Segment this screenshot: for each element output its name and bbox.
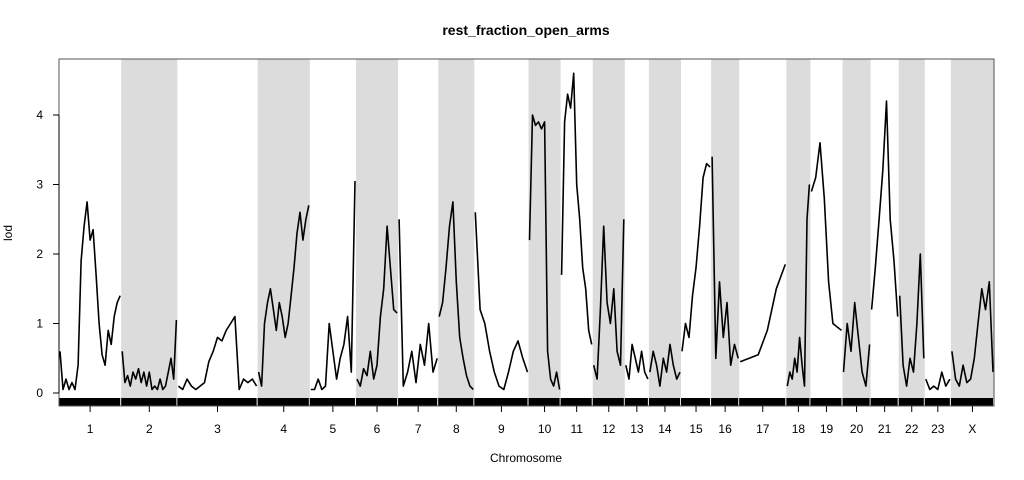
chromosome-bands bbox=[121, 59, 994, 406]
marker-rug bbox=[59, 398, 993, 406]
x-tick-label-chr-8: 8 bbox=[453, 422, 460, 436]
lod-curve-chr-11 bbox=[560, 72, 593, 345]
x-tick-label-chr-19: 19 bbox=[820, 422, 834, 436]
lod-curve-chr-16 bbox=[711, 156, 739, 367]
rug-chr-X bbox=[950, 398, 993, 406]
rug-chr-10 bbox=[528, 398, 560, 406]
lod-curve-chr-1 bbox=[59, 201, 121, 391]
x-tick-label-chr-1: 1 bbox=[87, 422, 94, 436]
rug-chr-9 bbox=[474, 398, 528, 406]
rug-chr-4 bbox=[257, 398, 309, 406]
x-tick-label-chr-X: X bbox=[968, 422, 976, 436]
rug-chr-15 bbox=[680, 398, 711, 406]
x-tick-label-chr-4: 4 bbox=[280, 422, 287, 436]
lod-curve-chr-14 bbox=[649, 343, 681, 387]
lod-curves bbox=[59, 72, 994, 391]
rug-chr-18 bbox=[786, 398, 810, 406]
y-tick-label-2: 2 bbox=[36, 247, 43, 261]
x-tick-label-chr-17: 17 bbox=[756, 422, 770, 436]
rug-chr-2 bbox=[121, 398, 177, 406]
chart-title: rest_fraction_open_arms bbox=[442, 22, 610, 38]
lod-curve-chr-10 bbox=[528, 114, 561, 390]
rug-chr-22 bbox=[898, 398, 924, 406]
lod-curve-chr-20 bbox=[842, 301, 871, 387]
x-tick-label-chr-10: 10 bbox=[538, 422, 552, 436]
lod-curve-chr-3 bbox=[177, 315, 258, 391]
lod-curve-chr-5 bbox=[310, 180, 356, 391]
band-chr-8 bbox=[438, 59, 475, 406]
rug-chr-3 bbox=[177, 398, 257, 406]
y-tick-label-1: 1 bbox=[36, 317, 43, 331]
x-tick-label-chr-14: 14 bbox=[658, 422, 672, 436]
lod-curve-chr-17 bbox=[739, 264, 787, 363]
lod-curve-chr-8 bbox=[438, 201, 474, 391]
lod-curve-chr-2 bbox=[121, 319, 178, 391]
x-tick-label-chr-22: 22 bbox=[905, 422, 919, 436]
lod-curve-chr-6 bbox=[356, 225, 398, 387]
x-axis-label: Chromosome bbox=[490, 451, 562, 465]
rug-chr-1 bbox=[59, 398, 121, 406]
rug-chr-7 bbox=[398, 398, 438, 406]
band-chr-2 bbox=[121, 59, 178, 406]
lod-curve-chr-23 bbox=[925, 371, 951, 391]
band-chr-4 bbox=[257, 59, 310, 406]
x-tick-label-chr-23: 23 bbox=[931, 422, 945, 436]
x-tick-label-chr-21: 21 bbox=[878, 422, 892, 436]
rug-chr-5 bbox=[309, 398, 355, 406]
x-tick-label-chr-9: 9 bbox=[498, 422, 505, 436]
x-tick-label-chr-2: 2 bbox=[146, 422, 153, 436]
band-chr-10 bbox=[528, 59, 561, 406]
rug-chr-19 bbox=[810, 398, 842, 406]
y-tick-label-0: 0 bbox=[36, 386, 43, 400]
x-tick-label-chr-13: 13 bbox=[630, 422, 644, 436]
band-chr-20 bbox=[842, 59, 871, 406]
x-tick-label-chr-16: 16 bbox=[718, 422, 732, 436]
rug-chr-6 bbox=[355, 398, 398, 406]
lod-curve-chr-12 bbox=[592, 219, 625, 380]
x-tick-label-chr-7: 7 bbox=[415, 422, 422, 436]
lod-curve-chr-X bbox=[951, 280, 994, 387]
x-tick-label-chr-5: 5 bbox=[330, 422, 337, 436]
x-tick-label-chr-18: 18 bbox=[792, 422, 806, 436]
lod-curve-chr-18 bbox=[786, 184, 811, 387]
x-tick-label-chr-6: 6 bbox=[374, 422, 381, 436]
band-chr-X bbox=[950, 59, 994, 406]
y-axis: 0 1 2 3 4 bbox=[36, 108, 60, 400]
rug-chr-13 bbox=[624, 398, 648, 406]
lod-curve-chr-19 bbox=[810, 142, 842, 332]
x-tick-label-chr-11: 11 bbox=[570, 422, 583, 436]
rug-chr-23 bbox=[924, 398, 950, 406]
lod-curve-chr-9 bbox=[474, 212, 529, 391]
rug-chr-8 bbox=[438, 398, 474, 406]
band-chr-14 bbox=[648, 59, 681, 406]
rug-chr-12 bbox=[592, 398, 624, 406]
rug-chr-11 bbox=[560, 398, 592, 406]
x-tick-label-chr-3: 3 bbox=[214, 422, 221, 436]
x-tick-label-chr-12: 12 bbox=[602, 422, 616, 436]
rug-chr-14 bbox=[648, 398, 680, 406]
y-axis-label: lod bbox=[1, 225, 15, 241]
lod-curve-chr-4 bbox=[257, 205, 310, 387]
band-chr-6 bbox=[355, 59, 399, 406]
rug-chr-17 bbox=[739, 398, 786, 406]
lod-curve-chr-15 bbox=[681, 162, 711, 352]
y-tick-label-3: 3 bbox=[36, 178, 43, 192]
rug-chr-20 bbox=[842, 398, 870, 406]
y-tick-label-4: 4 bbox=[36, 108, 43, 122]
lod-curve-chr-21 bbox=[870, 100, 899, 317]
lod-curve-chr-13 bbox=[625, 343, 649, 380]
x-tick-label-chr-15: 15 bbox=[689, 422, 703, 436]
x-axis: 1 2 3 4 5 6 7 8 9 10 11 12 13 14 15 16 17 18 19 20 21 22 23 X bbox=[87, 406, 976, 436]
rug-chr-16 bbox=[711, 398, 739, 406]
lod-curve-chr-7 bbox=[398, 219, 438, 387]
lod-curve-chr-22 bbox=[898, 253, 925, 387]
x-tick-label-chr-20: 20 bbox=[850, 422, 864, 436]
rug-chr-21 bbox=[870, 398, 898, 406]
